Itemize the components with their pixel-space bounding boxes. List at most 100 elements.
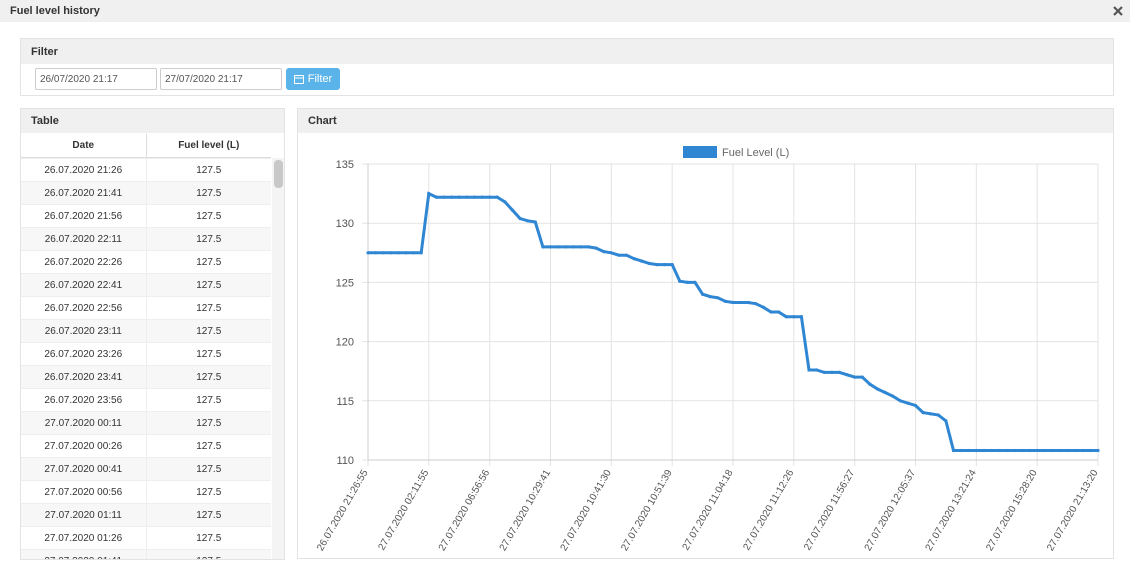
date-to[interactable]: 27/07/2020 21:17 bbox=[160, 68, 282, 90]
point bbox=[944, 419, 948, 423]
table-cell: 127.5 bbox=[196, 486, 222, 498]
point bbox=[586, 245, 591, 249]
point bbox=[533, 220, 537, 224]
table-cell: 26.07.2020 22:11 bbox=[21, 228, 147, 250]
table-cell: 127.5 bbox=[196, 417, 222, 429]
point bbox=[898, 399, 902, 403]
point bbox=[1073, 448, 1077, 453]
point bbox=[860, 375, 864, 379]
legend-label: Fuel Level (L) bbox=[722, 147, 789, 159]
scroll-thumb[interactable] bbox=[274, 160, 283, 188]
point bbox=[427, 192, 431, 196]
point bbox=[913, 403, 918, 408]
point bbox=[518, 216, 522, 221]
chart-header: Chart bbox=[298, 109, 1113, 133]
point bbox=[510, 208, 515, 212]
filter-button-label: Filter bbox=[307, 73, 333, 85]
point bbox=[769, 310, 773, 314]
table-panel: Table Date Fuel level (L) 26.07.2020 21:… bbox=[20, 108, 285, 560]
table-row: 26.07.2020 23:41 127.5 bbox=[21, 365, 271, 388]
date-from[interactable]: 26/07/2020 21:17 bbox=[35, 68, 157, 90]
point bbox=[465, 195, 469, 199]
table-cell: 127.5 bbox=[196, 256, 222, 268]
close-button[interactable] bbox=[1113, 6, 1123, 16]
point bbox=[556, 245, 560, 249]
table-row: 27.07.2020 00:26 127.5 bbox=[21, 434, 271, 457]
table-cell: 127.5 bbox=[196, 187, 222, 199]
point bbox=[974, 448, 978, 453]
point bbox=[457, 195, 461, 199]
table-row: 26.07.2020 23:56 127.5 bbox=[21, 388, 271, 411]
x-tick-label: 27.07.2020 21:13:20 bbox=[1045, 468, 1101, 553]
table-row: 26.07.2020 21:56 127.5 bbox=[21, 204, 271, 227]
point bbox=[906, 401, 910, 405]
point bbox=[807, 368, 811, 372]
point bbox=[1043, 448, 1047, 453]
point bbox=[381, 251, 385, 255]
table-cell: 27.07.2020 00:56 bbox=[21, 481, 147, 503]
table-cell: 27.07.2020 01:41 bbox=[21, 550, 147, 559]
point bbox=[1012, 448, 1016, 453]
table-cell: 27.07.2020 01:26 bbox=[21, 527, 147, 549]
x-tick-label: 27.07.2020 11:56:27 bbox=[802, 468, 857, 553]
scrollbar[interactable] bbox=[272, 158, 284, 559]
table-row: 26.07.2020 21:26 127.5 bbox=[21, 158, 271, 181]
table-cell: 127.5 bbox=[196, 394, 222, 406]
point bbox=[396, 251, 401, 255]
legend-swatch bbox=[683, 146, 717, 158]
point bbox=[434, 195, 439, 199]
table-row: 27.07.2020 00:56 127.5 bbox=[21, 480, 271, 503]
point bbox=[1065, 448, 1070, 453]
y-tick-label: 115 bbox=[336, 396, 354, 408]
point bbox=[1096, 448, 1100, 453]
table-row: 27.07.2020 00:11 127.5 bbox=[21, 411, 271, 434]
point bbox=[815, 368, 819, 372]
table-cell: 26.07.2020 23:11 bbox=[21, 320, 147, 342]
point bbox=[967, 448, 971, 453]
point bbox=[723, 299, 727, 303]
x-tick-label: 27.07.2020 13:21:24 bbox=[924, 468, 980, 553]
point bbox=[830, 370, 834, 374]
point bbox=[875, 387, 880, 391]
table-cell: 127.5 bbox=[196, 325, 222, 337]
table-row: 26.07.2020 22:41 127.5 bbox=[21, 273, 271, 296]
point bbox=[982, 448, 986, 453]
table-cell: 26.07.2020 23:56 bbox=[21, 389, 147, 411]
filter-button[interactable]: Filter bbox=[286, 68, 340, 90]
point bbox=[404, 251, 408, 255]
point bbox=[845, 373, 849, 377]
point bbox=[647, 261, 651, 266]
point bbox=[1035, 448, 1039, 453]
point bbox=[472, 195, 477, 199]
table-row: 26.07.2020 21:41 127.5 bbox=[21, 181, 271, 204]
point bbox=[503, 200, 507, 204]
y-tick-label: 130 bbox=[336, 218, 354, 230]
point bbox=[412, 251, 416, 255]
point bbox=[891, 394, 895, 398]
table-cell: 27.07.2020 01:11 bbox=[21, 504, 147, 526]
table-cell: 127.5 bbox=[196, 440, 222, 452]
point bbox=[579, 245, 583, 249]
point bbox=[959, 448, 963, 453]
table-header: Table bbox=[21, 109, 284, 133]
point bbox=[936, 413, 940, 417]
point bbox=[693, 280, 697, 284]
x-tick-label: 27.07.2020 11:04:18 bbox=[681, 468, 736, 553]
table-cell: 27.07.2020 00:11 bbox=[21, 412, 147, 434]
table-row: 26.07.2020 22:26 127.5 bbox=[21, 250, 271, 273]
table-row: 27.07.2020 01:11 127.5 bbox=[21, 503, 271, 526]
table-row: 26.07.2020 22:56 127.5 bbox=[21, 296, 271, 319]
x-tick-label: 27.07.2020 02:11:55 bbox=[376, 468, 431, 553]
table-cell: 127.5 bbox=[147, 550, 272, 560]
table-cell: 26.07.2020 21:41 bbox=[21, 182, 147, 204]
column-title: Fuel level (L) bbox=[178, 140, 240, 151]
point bbox=[784, 315, 788, 319]
point bbox=[761, 305, 766, 309]
point bbox=[1050, 448, 1054, 453]
point bbox=[442, 195, 446, 199]
point bbox=[655, 263, 659, 267]
point bbox=[488, 195, 492, 199]
point bbox=[366, 251, 370, 255]
